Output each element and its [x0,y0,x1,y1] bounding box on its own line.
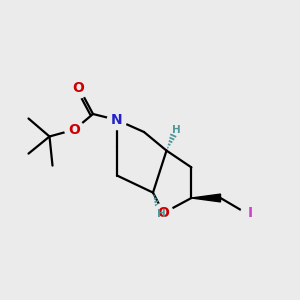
Text: O: O [73,82,85,95]
Circle shape [154,203,173,223]
Circle shape [241,203,260,223]
Circle shape [65,120,84,139]
Text: N: N [111,113,123,127]
Text: H: H [157,208,166,219]
Text: I: I [248,206,253,220]
Text: O: O [158,206,169,220]
Circle shape [69,79,88,98]
Text: O: O [68,123,80,136]
Circle shape [107,110,127,130]
Polygon shape [191,194,220,202]
Text: H: H [172,125,181,135]
